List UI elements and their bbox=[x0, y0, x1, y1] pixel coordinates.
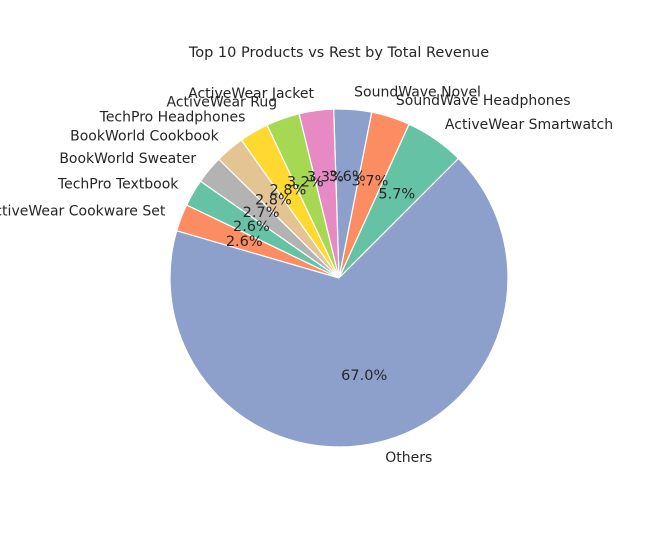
slice-label: SoundWave Headphones bbox=[396, 93, 571, 109]
slice-percent-label: 2.8% bbox=[270, 182, 307, 198]
slice-label: ActiveWear Jacket bbox=[188, 86, 314, 102]
slice-percent-label: 2.6% bbox=[233, 219, 270, 235]
percent-labels: 5.7%3.7%3.6%3.3%3.2%2.8%2.8%2.7%2.6%2.6%… bbox=[226, 169, 415, 384]
slice-percent-label: 3.3% bbox=[307, 170, 344, 186]
slice-percent-label: 2.7% bbox=[243, 205, 280, 221]
pie-slices bbox=[169, 108, 509, 448]
slice-labels: ActiveWear Smartwatch SoundWave Headphone… bbox=[0, 85, 613, 466]
slice-percent-label: 3.6% bbox=[329, 169, 366, 185]
slice-label: SoundWave Novel bbox=[354, 85, 481, 101]
slice-percent-label: 2.6% bbox=[226, 234, 263, 250]
slice-label: Others bbox=[385, 450, 432, 466]
slice-percent-label: 2.8% bbox=[255, 193, 292, 209]
slice-label: BookWorld Cookbook bbox=[70, 128, 219, 144]
pie-slice bbox=[169, 157, 509, 448]
slice-label: ActiveWear Rug bbox=[167, 95, 278, 111]
slice-label: ActiveWear Cookware Set bbox=[0, 204, 166, 220]
chart-title: Top 10 Products vs Rest by Total Revenue bbox=[188, 45, 489, 61]
slice-percent-label: 3.2% bbox=[287, 174, 324, 190]
slice-percent-label: 3.7% bbox=[352, 173, 389, 189]
slice-label: BookWorld Sweater bbox=[59, 151, 196, 167]
slice-percent-label: 67.0% bbox=[341, 368, 387, 384]
slice-label: TechPro Textbook bbox=[57, 176, 179, 192]
slice-label: ActiveWear Smartwatch bbox=[445, 117, 613, 133]
slice-percent-label: 5.7% bbox=[378, 187, 415, 203]
slice-label: TechPro Headphones bbox=[99, 109, 246, 125]
